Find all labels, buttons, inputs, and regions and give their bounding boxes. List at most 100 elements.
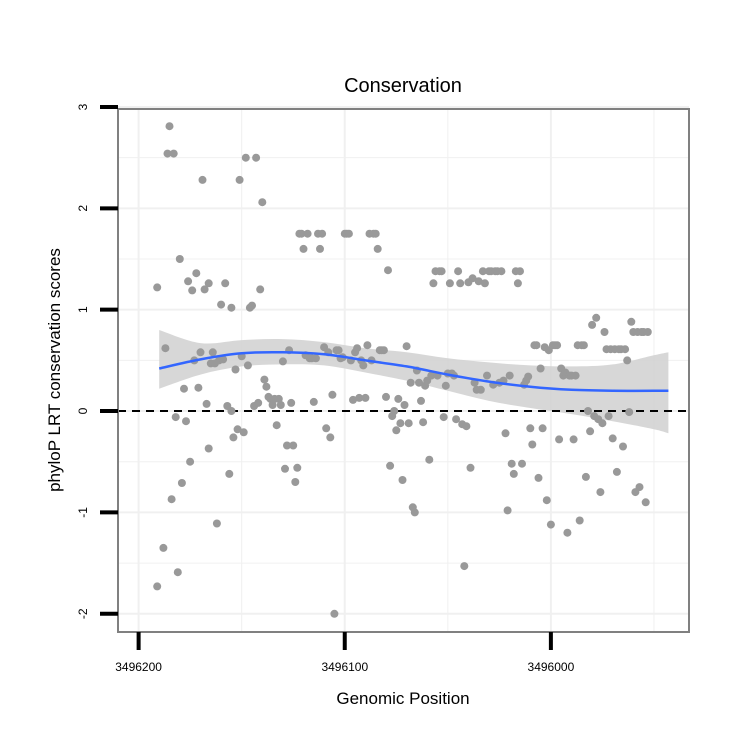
data-point bbox=[229, 433, 238, 442]
data-point bbox=[274, 394, 283, 403]
data-point bbox=[371, 229, 380, 238]
data-point bbox=[221, 279, 230, 288]
x-tick-label: 3496100 bbox=[321, 660, 368, 674]
data-point bbox=[608, 434, 617, 443]
y-tick-label: 1 bbox=[76, 306, 90, 313]
data-point bbox=[303, 229, 312, 238]
data-point bbox=[212, 519, 221, 528]
data-point bbox=[526, 424, 535, 433]
data-point bbox=[396, 419, 405, 428]
data-point bbox=[406, 378, 415, 387]
data-point bbox=[198, 175, 207, 184]
data-point bbox=[546, 520, 555, 529]
panel-border bbox=[117, 108, 690, 633]
data-point bbox=[161, 344, 170, 353]
data-point bbox=[571, 371, 580, 380]
y-tick-label: -1 bbox=[76, 507, 90, 518]
data-point bbox=[584, 407, 592, 415]
data-point bbox=[194, 383, 203, 392]
data-point bbox=[476, 385, 485, 394]
data-point bbox=[175, 255, 184, 263]
y-tick-label: 2 bbox=[76, 205, 90, 212]
data-point bbox=[217, 300, 226, 309]
data-point bbox=[363, 341, 372, 350]
data-point bbox=[400, 401, 409, 409]
data-point bbox=[452, 415, 461, 424]
data-point bbox=[171, 413, 180, 422]
data-point bbox=[231, 365, 240, 374]
data-point bbox=[586, 427, 595, 436]
data-point bbox=[287, 398, 296, 407]
data-point bbox=[538, 424, 547, 433]
data-point bbox=[361, 393, 370, 402]
data-point bbox=[167, 495, 176, 504]
data-point bbox=[260, 375, 269, 384]
data-point bbox=[196, 348, 205, 357]
data-point bbox=[417, 396, 425, 405]
data-point bbox=[555, 435, 564, 444]
data-point bbox=[272, 421, 281, 430]
data-point bbox=[241, 153, 250, 162]
data-point bbox=[390, 407, 399, 415]
data-point bbox=[612, 467, 621, 476]
data-point bbox=[454, 267, 463, 276]
data-point bbox=[386, 461, 395, 470]
chart-title: Conservation bbox=[344, 75, 462, 97]
data-point bbox=[474, 277, 483, 286]
data-point bbox=[501, 429, 510, 438]
data-point bbox=[188, 286, 197, 295]
data-point bbox=[373, 244, 382, 253]
data-point bbox=[462, 422, 471, 431]
data-point bbox=[621, 345, 630, 354]
data-point bbox=[419, 418, 428, 427]
data-point bbox=[382, 392, 390, 401]
data-point bbox=[163, 149, 172, 158]
data-point bbox=[258, 198, 267, 207]
data-point bbox=[518, 459, 526, 468]
data-point bbox=[268, 401, 277, 409]
data-point bbox=[619, 442, 627, 451]
data-point bbox=[563, 528, 572, 537]
data-point bbox=[289, 441, 298, 450]
x-axis-title: Genomic Position bbox=[336, 689, 469, 708]
data-point bbox=[153, 283, 162, 292]
data-point bbox=[604, 412, 613, 421]
data-point bbox=[204, 444, 213, 453]
data-point bbox=[299, 244, 308, 253]
data-point bbox=[402, 342, 411, 351]
data-point bbox=[328, 390, 337, 399]
data-point bbox=[625, 408, 634, 417]
y-tick-label: 0 bbox=[76, 407, 90, 414]
data-point bbox=[497, 267, 506, 276]
data-point bbox=[415, 378, 423, 387]
smooth-line-group bbox=[158, 350, 669, 393]
data-point bbox=[200, 285, 209, 294]
data-point bbox=[330, 609, 339, 618]
x-tick-label: 3496000 bbox=[528, 660, 575, 674]
data-point bbox=[254, 398, 263, 407]
data-point bbox=[334, 346, 343, 355]
data-point bbox=[441, 381, 450, 390]
data-point bbox=[256, 285, 265, 294]
data-point bbox=[384, 266, 392, 275]
data-point bbox=[293, 463, 302, 472]
data-point bbox=[503, 506, 512, 515]
smooth-line bbox=[158, 350, 669, 393]
data-point bbox=[353, 344, 362, 353]
data-point bbox=[186, 457, 195, 466]
data-point bbox=[429, 279, 438, 288]
data-point bbox=[202, 399, 211, 408]
data-point bbox=[159, 543, 168, 552]
data-point bbox=[297, 229, 306, 238]
data-point bbox=[398, 476, 407, 484]
data-point bbox=[227, 407, 236, 415]
data-point bbox=[460, 562, 469, 571]
data-point bbox=[466, 463, 475, 472]
data-point bbox=[326, 433, 335, 442]
data-point bbox=[627, 317, 636, 326]
data-point bbox=[592, 313, 601, 322]
data-point bbox=[182, 417, 190, 426]
data-point bbox=[505, 371, 514, 380]
data-point bbox=[507, 459, 516, 468]
